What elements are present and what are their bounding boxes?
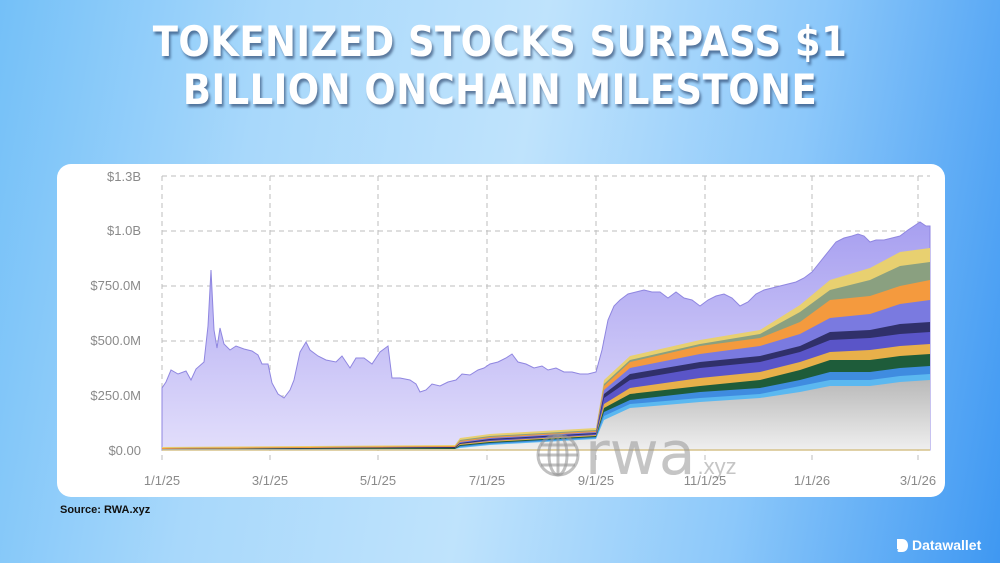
x-tick: 7/1/25 xyxy=(468,473,506,488)
source-caption: Source: RWA.xyz xyxy=(60,504,151,516)
x-tick: 3/1/26 xyxy=(899,473,937,488)
headline-line-1: TOKENIZED STOCKS SURPASS $1 xyxy=(152,17,848,66)
x-tick: 11/1/25 xyxy=(683,473,727,488)
x-tick: 1/1/25 xyxy=(143,473,181,488)
x-tick: 3/1/25 xyxy=(251,473,289,488)
y-tick: $750.0M xyxy=(90,278,141,293)
y-tick: $1.3B xyxy=(107,169,141,184)
stacked-area-chart xyxy=(161,175,931,460)
base-gray-area xyxy=(162,380,930,450)
stacked-bands xyxy=(162,248,930,450)
y-tick: $250.0M xyxy=(90,388,141,403)
x-tick: 9/1/25 xyxy=(577,473,615,488)
rwa-watermark: rwa .xyz xyxy=(535,419,737,489)
globe-icon xyxy=(536,433,580,477)
chart-card: rwa .xyz $1.3B $1.0B $750.0M $500.0M $25… xyxy=(57,164,945,497)
datawallet-logo-icon xyxy=(897,538,908,552)
y-tick: $1.0B xyxy=(107,223,141,238)
datawallet-brand: Datawallet xyxy=(896,537,981,553)
brand-name: Datawallet xyxy=(912,537,982,553)
watermark-suffix: .xyz xyxy=(697,454,737,479)
x-tick: 5/1/25 xyxy=(359,473,397,488)
headline: TOKENIZED STOCKS SURPASS $1 BILLION ONCH… xyxy=(60,18,940,114)
x-tick: 1/1/26 xyxy=(793,473,831,488)
y-tick: $500.0M xyxy=(90,333,141,348)
y-tick: $0.00 xyxy=(108,443,141,458)
headline-line-2: BILLION ONCHAIN MILESTONE xyxy=(182,65,818,114)
watermark-text: rwa xyxy=(585,419,696,489)
